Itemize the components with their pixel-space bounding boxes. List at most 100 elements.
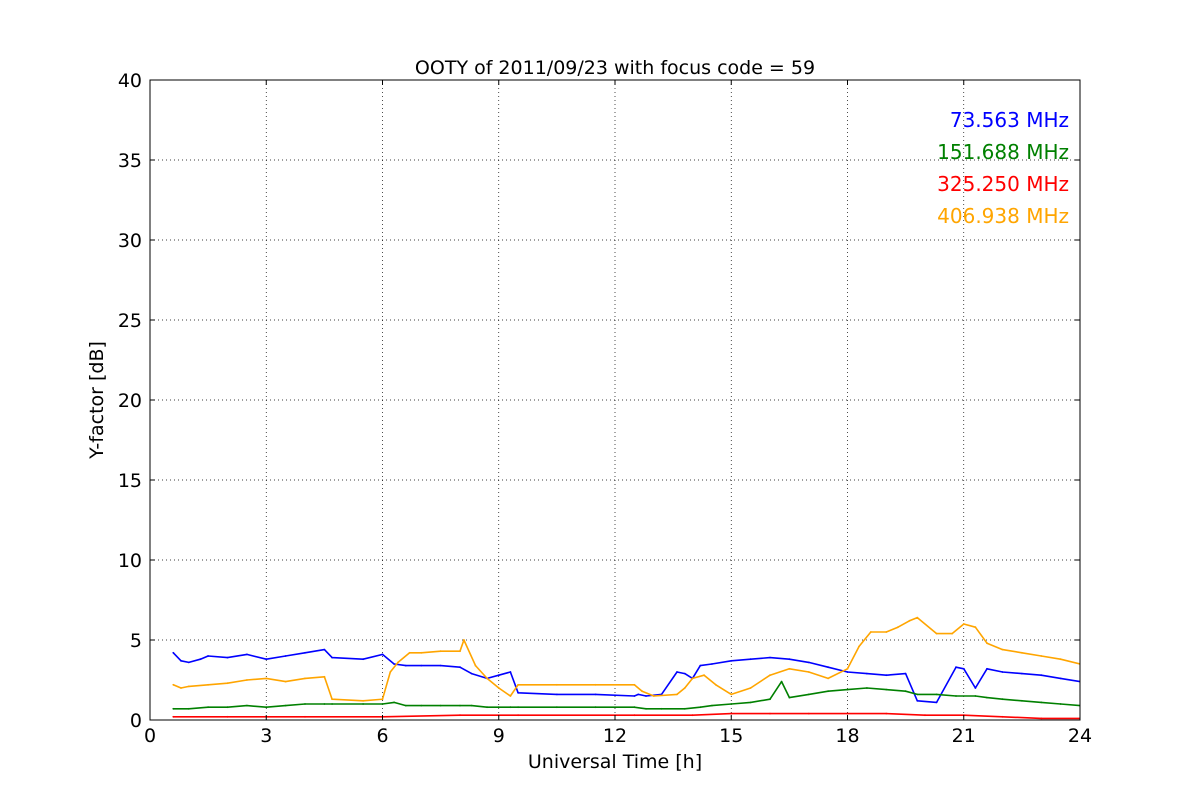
- data-point: [676, 671, 678, 673]
- data-point: [955, 666, 957, 669]
- y-tick-label: 5: [130, 630, 142, 652]
- data-point: [633, 683, 636, 686]
- data-point: [711, 663, 713, 665]
- data-point: [594, 706, 597, 709]
- data-point: [362, 703, 364, 705]
- data-point: [885, 712, 888, 715]
- data-point: [304, 715, 306, 718]
- data-point: [866, 672, 868, 675]
- data-point: [924, 714, 926, 717]
- y-tick-label: 40: [118, 70, 142, 92]
- data-point: [904, 690, 907, 693]
- x-tick-label: 21: [952, 725, 976, 747]
- data-point: [404, 664, 407, 667]
- axis-ticks: 0 3 6 9 12 15 18 21 24 0 5 10 15 20 25 30 35 40: [118, 70, 1092, 747]
- data-point: [323, 648, 326, 651]
- data-point: [807, 693, 810, 696]
- data-point: [226, 656, 229, 659]
- data-point: [730, 659, 733, 662]
- data-point: [633, 695, 636, 697]
- data-point: [199, 658, 202, 661]
- data-point: [869, 631, 872, 633]
- data-point: [486, 677, 488, 680]
- data-point: [459, 714, 461, 717]
- data-point: [807, 661, 810, 664]
- data-point: [1001, 698, 1004, 701]
- series-layer: [172, 616, 1080, 720]
- data-point: [226, 706, 229, 709]
- data-point: [858, 645, 860, 648]
- data-point: [683, 672, 686, 675]
- data-point: [645, 707, 647, 710]
- data-point: [459, 666, 461, 669]
- data-point: [730, 693, 733, 696]
- data-point: [594, 693, 597, 696]
- data-point: [226, 682, 229, 685]
- data-point: [885, 631, 888, 633]
- data-point: [172, 715, 175, 718]
- legend-entry: 73.563 MHz: [950, 108, 1069, 132]
- data-point: [637, 693, 640, 696]
- data-point: [1021, 651, 1023, 654]
- data-point: [393, 663, 395, 665]
- data-point: [497, 706, 500, 709]
- y-tick-label: 25: [118, 310, 142, 332]
- data-point: [408, 651, 411, 654]
- data-point: [172, 683, 175, 686]
- data-point: [1059, 658, 1062, 661]
- data-point: [187, 685, 190, 688]
- data-point: [207, 706, 210, 709]
- data-point: [1001, 648, 1004, 651]
- y-tick-label: 20: [118, 390, 142, 412]
- legend: 73.563 MHz 151.688 MHz 325.250 MHz 406.938 …: [937, 108, 1069, 228]
- data-point: [331, 656, 333, 659]
- data-point: [641, 690, 643, 693]
- data-point: [246, 679, 248, 681]
- data-point: [381, 698, 384, 701]
- data-point: [866, 687, 868, 689]
- x-tick-label: 15: [719, 725, 743, 747]
- data-point: [683, 707, 686, 710]
- data-point: [986, 642, 988, 645]
- data-point: [660, 707, 663, 710]
- data-point: [439, 704, 442, 707]
- series-line: [172, 648, 1080, 704]
- data-point: [986, 696, 988, 699]
- data-point: [556, 693, 558, 696]
- y-tick-label: 30: [118, 230, 142, 252]
- data-point: [807, 671, 810, 673]
- data-point: [974, 695, 977, 697]
- data-point: [486, 706, 488, 709]
- x-tick-label: 3: [260, 725, 272, 747]
- data-point: [420, 704, 423, 707]
- data-point: [265, 658, 268, 661]
- data-point: [1040, 701, 1043, 704]
- data-point: [459, 650, 461, 653]
- data-point: [711, 704, 713, 707]
- data-point: [699, 664, 702, 667]
- data-point: [463, 639, 465, 641]
- data-point: [683, 687, 686, 689]
- data-point: [749, 658, 752, 661]
- data-point: [172, 651, 175, 654]
- data-point: [885, 688, 888, 691]
- data-point: [788, 696, 791, 699]
- data-point: [769, 674, 771, 677]
- data-point: [1040, 717, 1043, 720]
- data-point: [885, 674, 888, 677]
- data-point: [389, 671, 392, 673]
- data-point: [284, 704, 287, 707]
- data-point: [1021, 672, 1023, 675]
- data-point: [284, 655, 287, 657]
- data-point: [459, 704, 461, 707]
- data-point: [962, 667, 965, 670]
- data-point: [284, 680, 287, 683]
- series-line: [172, 616, 1080, 702]
- data-point: [788, 658, 791, 661]
- data-point: [207, 655, 210, 657]
- data-point: [827, 690, 829, 693]
- data-point: [304, 703, 306, 705]
- data-point: [827, 666, 829, 669]
- y-tick-label: 10: [118, 550, 142, 572]
- data-point: [951, 632, 953, 635]
